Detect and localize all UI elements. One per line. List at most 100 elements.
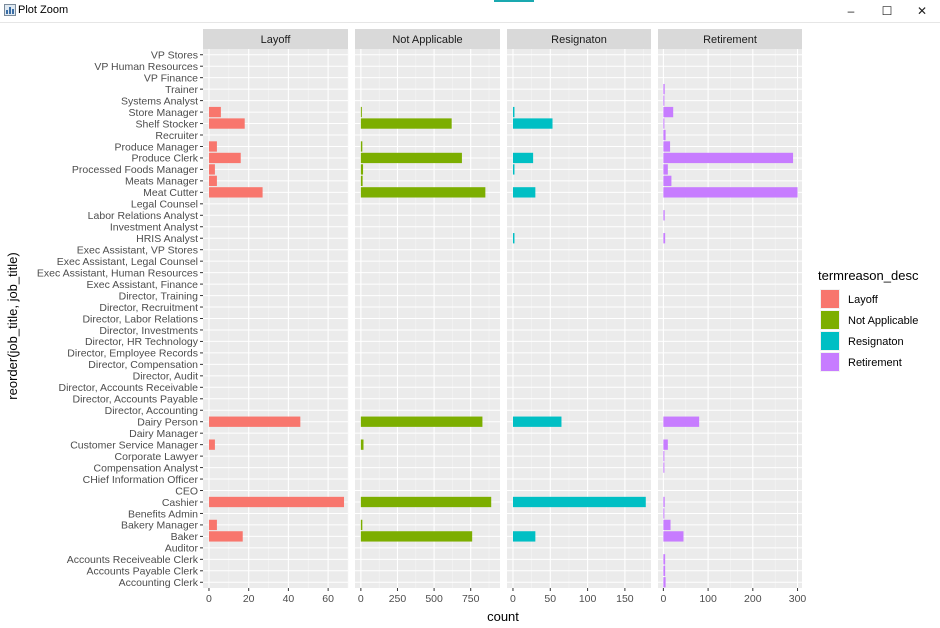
bar: [512, 118, 553, 129]
bar: [360, 519, 363, 531]
bar: [663, 164, 668, 175]
bar: [208, 187, 263, 198]
bar: [208, 175, 217, 187]
y-tick-label: Director, Labor Relations: [82, 313, 198, 325]
panel-retirement: Retirement 0 100 200 300: [658, 29, 806, 605]
minimize-button[interactable]: –: [847, 4, 855, 18]
x-tick-label: 20: [243, 593, 255, 605]
y-tick-label: Baker: [171, 531, 199, 543]
bar: [663, 531, 684, 542]
bar: [663, 416, 700, 427]
legend-label: Not Applicable: [848, 315, 918, 327]
bar: [512, 496, 646, 508]
bar: [208, 519, 217, 531]
y-tick-label: Accounts Payable Clerk: [87, 566, 199, 578]
panel-resignaton: Resignaton 0 50 100 150: [507, 29, 651, 605]
y-tick-label: CHief Information Officer: [83, 474, 199, 486]
bar: [360, 152, 462, 164]
bar: [360, 416, 483, 427]
legend-swatch: [821, 332, 839, 350]
facet-strip: [658, 29, 802, 49]
bar: [663, 106, 674, 118]
y-tick-label: Accounts Receiveable Clerk: [67, 554, 199, 566]
y-tick-label: Director, Recruitment: [99, 302, 198, 314]
y-tick-label: Bakery Manager: [121, 520, 199, 532]
panel-layoff: Layoff 0 20 40 60: [203, 29, 349, 605]
y-tick-label: Director, Compensation: [88, 359, 198, 371]
bar: [663, 462, 665, 473]
bar: [512, 106, 515, 118]
bar: [360, 531, 473, 542]
y-tick-label: CEO: [175, 485, 198, 497]
facet-strip: [355, 29, 500, 49]
close-button[interactable]: ✕: [916, 4, 928, 18]
bar: [360, 164, 364, 175]
y-tick-label: Corporate Lawyer: [115, 451, 199, 463]
x-tick-label: 0: [206, 593, 212, 605]
x-tick-label: 60: [322, 593, 334, 605]
x-tick-label: 150: [616, 593, 634, 605]
window-titlebar: Plot Zoom – ☐ ✕: [0, 0, 940, 23]
y-tick-label: Exec Assistant, Legal Counsel: [57, 256, 198, 268]
bar: [663, 233, 666, 244]
x-tick-label: 40: [283, 593, 295, 605]
bar: [208, 141, 217, 152]
y-tick-label: Exec Assistant, VP Stores: [77, 244, 198, 256]
bar: [360, 496, 492, 508]
x-tick-label: 0: [510, 593, 516, 605]
bar: [663, 508, 665, 519]
bar: [663, 83, 665, 95]
bar: [208, 152, 241, 164]
y-tick-label: HRIS Analyst: [136, 233, 198, 245]
y-tick-label: Auditor: [165, 543, 199, 555]
bar: [663, 450, 665, 462]
y-tick-label: Meat Cutter: [143, 187, 198, 199]
y-tick-label: Director, Audit: [133, 371, 198, 383]
x-axis-title: count: [487, 609, 519, 624]
bar: [663, 95, 665, 106]
y-tick-label: VP Stores: [151, 50, 198, 62]
legend-swatch: [821, 311, 839, 329]
y-tick-label: VP Finance: [144, 72, 198, 84]
bar: [663, 118, 665, 129]
x-tick-label: 500: [425, 593, 443, 605]
y-tick-label: Accounting Clerk: [119, 577, 199, 589]
legend-label: Retirement: [848, 357, 902, 369]
y-tick-label: Exec Assistant, Human Resources: [37, 267, 198, 279]
bar: [663, 210, 665, 221]
bar: [512, 164, 515, 175]
bar: [512, 416, 562, 427]
y-tick-label: Recruiter: [155, 130, 198, 142]
bar: [512, 152, 534, 164]
maximize-button[interactable]: ☐: [881, 4, 893, 18]
x-tick-label: 50: [544, 593, 556, 605]
y-tick-label: Labor Relations Analyst: [88, 210, 198, 222]
y-tick-label: Dairy Manager: [129, 428, 198, 440]
bar: [663, 129, 666, 141]
y-tick-label: Processed Foods Manager: [72, 164, 199, 176]
panel-not-applicable: Not Applicable 0 250 500 750: [355, 29, 500, 605]
legend-entry: Resignaton: [820, 331, 904, 351]
bar: [360, 187, 486, 198]
bar: [208, 106, 221, 118]
y-tick-label: Store Manager: [129, 107, 199, 119]
legend-swatch: [821, 353, 839, 371]
y-tick-label: Systems Analyst: [121, 95, 198, 107]
bar: [360, 118, 452, 129]
y-tick-label: VP Human Resources: [94, 61, 198, 73]
x-tick-label: 0: [358, 593, 364, 605]
bar: [663, 141, 671, 152]
y-tick-label: Director, Training: [119, 290, 199, 302]
x-tick-label: 100: [699, 593, 717, 605]
legend: termreason_desc Layoff Not Applicable Resi…: [818, 268, 919, 372]
y-tick-label: Produce Clerk: [131, 153, 198, 165]
y-tick-label: Produce Manager: [115, 141, 199, 153]
chart-app-icon: [4, 4, 16, 16]
y-tick-label: Benefits Admin: [128, 508, 198, 520]
bar: [663, 175, 672, 187]
y-tick-label: Dairy Person: [137, 417, 198, 429]
facet-strip-label: Not Applicable: [392, 34, 462, 46]
legend-entry: Retirement: [820, 352, 902, 372]
bar: [208, 531, 243, 542]
y-tick-label: Director, Accounts Receivable: [59, 382, 199, 394]
